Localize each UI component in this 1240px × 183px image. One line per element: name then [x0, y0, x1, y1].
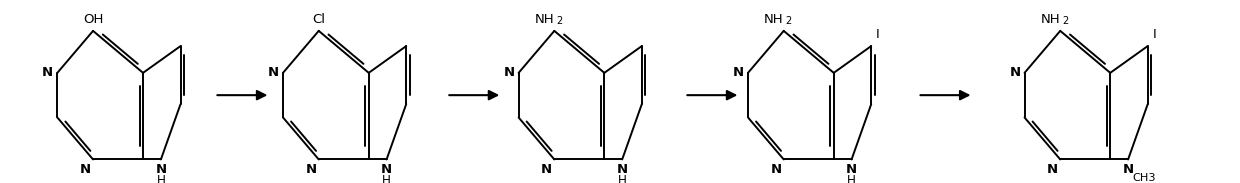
Text: 2: 2: [1063, 16, 1069, 26]
Text: NH: NH: [764, 13, 784, 26]
Text: N: N: [846, 163, 857, 176]
Text: H: H: [156, 174, 165, 183]
Text: I: I: [1153, 28, 1157, 41]
Text: N: N: [381, 163, 392, 176]
Text: CH3: CH3: [1132, 173, 1156, 183]
Text: Cl: Cl: [312, 13, 325, 26]
Text: N: N: [503, 66, 515, 79]
Text: N: N: [268, 66, 279, 79]
Text: 2: 2: [786, 16, 792, 26]
Text: N: N: [616, 163, 627, 176]
Text: NH: NH: [534, 13, 554, 26]
Text: I: I: [877, 28, 880, 41]
Text: N: N: [1047, 163, 1058, 176]
Text: OH: OH: [83, 13, 103, 26]
Text: N: N: [1122, 163, 1133, 176]
Text: H: H: [382, 174, 391, 183]
Text: N: N: [1009, 66, 1021, 79]
Text: N: N: [305, 163, 316, 176]
Text: N: N: [770, 163, 781, 176]
Text: N: N: [733, 66, 744, 79]
Text: NH: NH: [1040, 13, 1060, 26]
Text: 2: 2: [557, 16, 563, 26]
Text: H: H: [618, 174, 626, 183]
Text: H: H: [847, 174, 856, 183]
Text: N: N: [79, 163, 91, 176]
Text: N: N: [42, 66, 53, 79]
Text: N: N: [541, 163, 552, 176]
Text: N: N: [155, 163, 166, 176]
